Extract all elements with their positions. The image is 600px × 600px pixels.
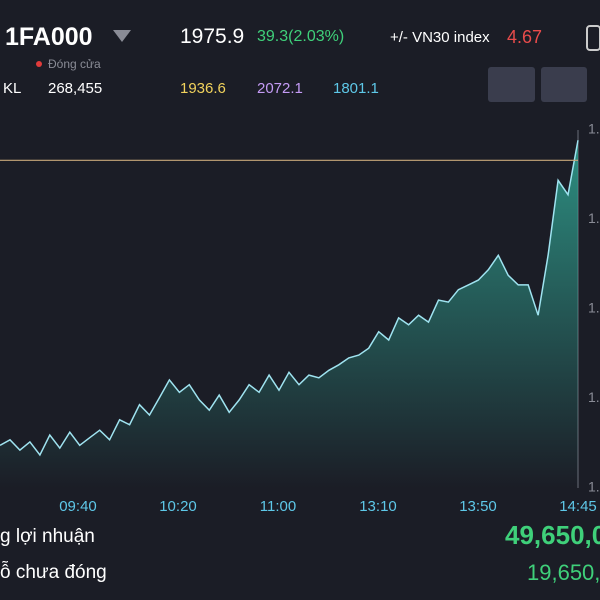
candle-chart-button[interactable] [541, 67, 587, 102]
volume-label: KL [3, 80, 22, 97]
volume: 268,455 [48, 80, 103, 97]
y-axis-label: 1. [588, 121, 600, 137]
status: Đóng cửa [48, 57, 101, 71]
symbol[interactable]: 1FA000 [5, 23, 93, 51]
y-axis-label: 1. [588, 389, 600, 405]
x-tick-label: 13:50 [459, 498, 497, 515]
y-axis-label: 1. [588, 210, 600, 226]
index-value: 4.67 [507, 27, 543, 47]
x-tick-label: 14:45 [559, 498, 597, 515]
menu-icon[interactable] [586, 25, 600, 51]
index-label: +/- VN30 index [390, 29, 490, 46]
row-value: 19,650, [527, 560, 600, 585]
x-tick-label: 10:20 [159, 498, 197, 515]
line-chart-button[interactable] [488, 67, 535, 102]
floor-price: 1801.1 [333, 80, 379, 97]
ceiling-price: 2072.1 [257, 80, 303, 97]
x-tick-label: 13:10 [359, 498, 397, 515]
price-line [0, 140, 579, 457]
change: 39.3(2.03%) [257, 28, 345, 45]
dropdown-arrow[interactable] [113, 30, 131, 42]
y-axis-label: 1. [588, 479, 600, 495]
row-label: ỗ chưa đóng [0, 562, 107, 583]
ref-price: 1936.6 [180, 80, 226, 97]
x-tick-label: 11:00 [260, 498, 296, 515]
y-axis-label: 1. [588, 300, 600, 316]
area [0, 140, 578, 489]
x-tick-label: 09:40 [59, 498, 97, 515]
row-value: 49,650,0 [505, 520, 600, 550]
price: 1975.9 [180, 25, 245, 48]
status-dot [36, 61, 42, 67]
row-label: g lợi nhuận [0, 526, 95, 547]
